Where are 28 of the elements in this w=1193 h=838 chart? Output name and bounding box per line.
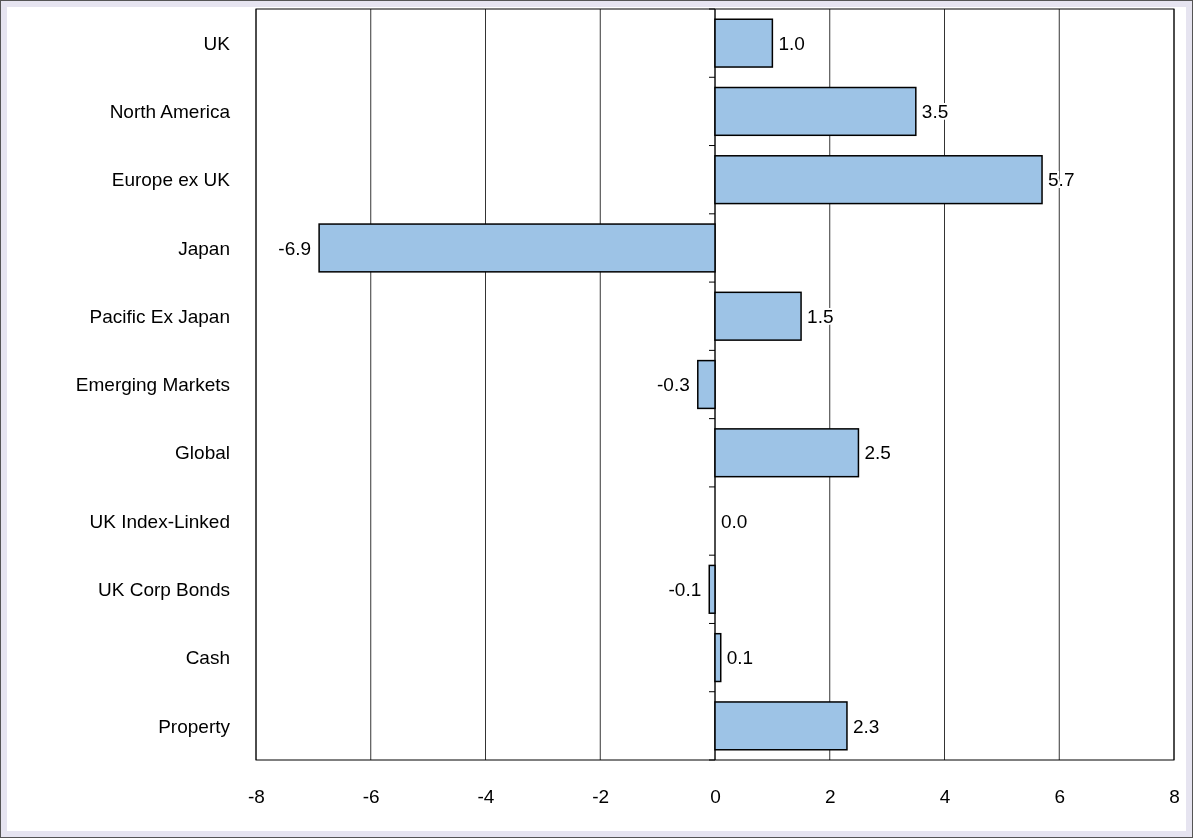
y-tick-label: Japan — [178, 237, 230, 259]
data-label: -6.9 — [278, 237, 312, 259]
y-tick-label: UK — [203, 32, 231, 54]
y-tick-label: Pacific Ex Japan — [89, 305, 230, 327]
x-tick-label: -4 — [477, 786, 495, 808]
y-tick-label: North America — [109, 101, 231, 123]
y-tick-label: UK Index-Linked — [89, 510, 230, 532]
y-tick-label: Europe ex UK — [111, 169, 231, 191]
data-label: -0.1 — [668, 578, 702, 600]
data-label: 0.1 — [726, 647, 754, 669]
data-label: 2.3 — [852, 715, 880, 737]
x-tick-label: 2 — [824, 786, 836, 808]
x-tick-label: -8 — [248, 786, 265, 808]
x-tick-label: 0 — [710, 786, 721, 808]
data-label: 1.0 — [778, 32, 805, 54]
data-label: -0.3 — [657, 374, 690, 396]
y-tick-label: UK Corp Bonds — [97, 578, 230, 600]
x-tick-label: 6 — [1054, 786, 1066, 808]
x-tick-label: 4 — [939, 786, 951, 808]
y-tick-label: Emerging Markets — [75, 374, 230, 396]
y-tick-label: Global — [175, 442, 230, 464]
y-tick-label: Cash — [185, 647, 230, 669]
data-label: 0.0 — [721, 510, 748, 532]
x-tick-label: 8 — [1169, 786, 1180, 808]
data-label: 2.5 — [864, 442, 891, 464]
x-tick-label: -6 — [362, 786, 380, 808]
y-tick-label: Property — [158, 715, 231, 737]
x-tick-label: -2 — [592, 786, 610, 808]
